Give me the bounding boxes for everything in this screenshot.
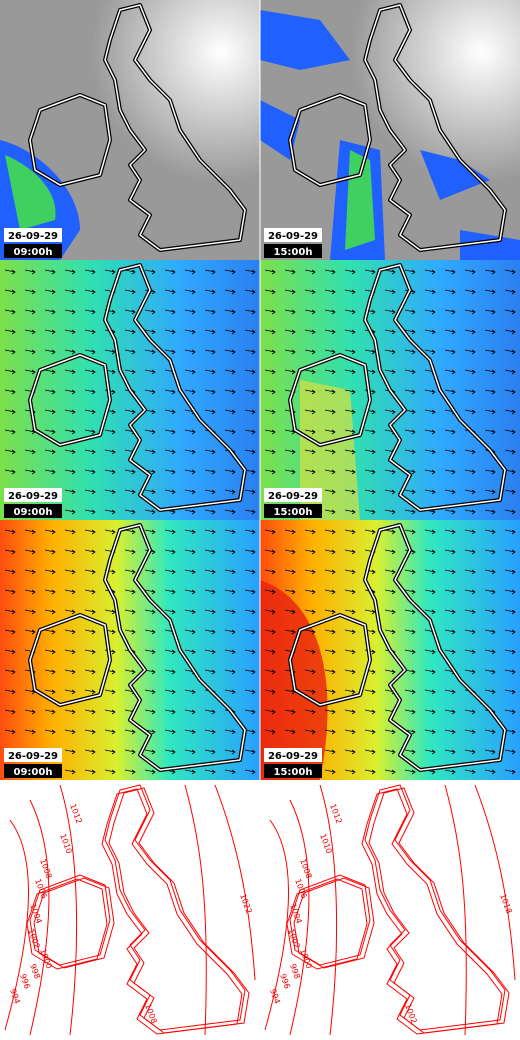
date-box — [4, 488, 62, 502]
time-label: 09:00h — [14, 247, 53, 258]
time-label: 09:00h — [14, 767, 53, 778]
time-label: 15:00h — [274, 247, 313, 258]
time-box — [264, 764, 322, 778]
time-label: 15:00h — [274, 507, 313, 518]
date-box — [264, 748, 322, 762]
precip-panel — [260, 0, 520, 260]
date-label: 26-09-29 — [8, 751, 58, 762]
pressure-panel — [260, 780, 520, 1040]
gust-panel — [0, 520, 260, 780]
wind-panel — [260, 260, 520, 520]
date-label: 26-09-29 — [268, 231, 318, 242]
date-box — [4, 748, 62, 762]
date-box — [4, 228, 62, 242]
time-box — [4, 764, 62, 778]
time-box — [264, 244, 322, 258]
time-box — [4, 244, 62, 258]
date-label: 26-09-29 — [8, 491, 58, 502]
date-label: 26-09-29 — [268, 751, 318, 762]
gust-panel — [260, 520, 520, 780]
pressure-panel — [0, 780, 260, 1040]
time-label: 09:00h — [14, 507, 53, 518]
time-label: 15:00h — [274, 767, 313, 778]
date-box — [264, 228, 322, 242]
time-box — [264, 504, 322, 518]
date-label: 26-09-29 — [8, 231, 58, 242]
wind-panel — [0, 260, 260, 520]
precip-panel — [0, 0, 260, 260]
time-box — [4, 504, 62, 518]
date-box — [264, 488, 322, 502]
date-label: 26-09-29 — [268, 491, 318, 502]
